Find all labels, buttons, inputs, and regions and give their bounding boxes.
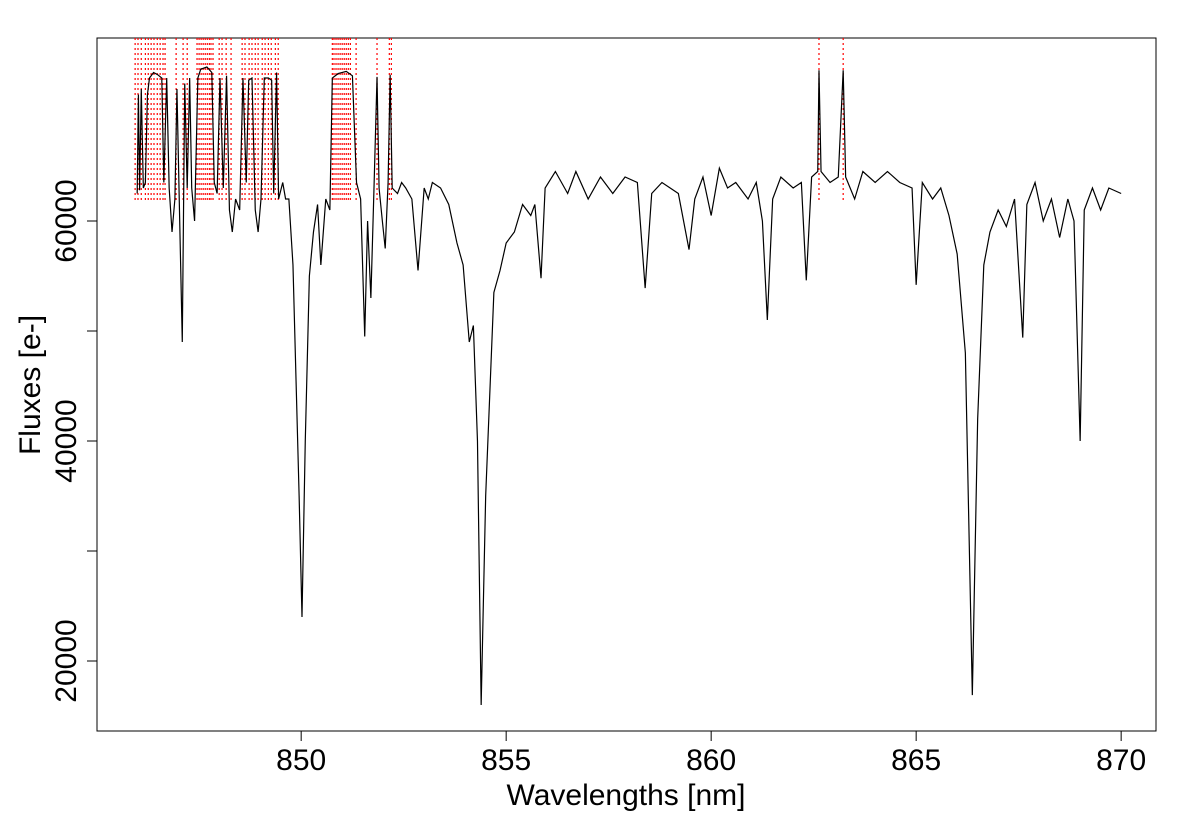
spectrum-line — [136, 66, 1122, 706]
x-tick-label: 870 — [1096, 744, 1146, 777]
y-axis-label: Fluxes [e-] — [14, 315, 47, 455]
y-tick-label: 60000 — [50, 179, 83, 262]
plot-box — [96, 37, 1157, 732]
x-tick-label: 865 — [891, 744, 941, 777]
x-tick-label: 860 — [686, 744, 736, 777]
y-tick-label: 20000 — [50, 619, 83, 702]
y-tick-label: 40000 — [50, 399, 83, 482]
x-tick-label: 850 — [276, 744, 326, 777]
x-axis-label: Wavelengths [nm] — [507, 779, 746, 812]
x-tick-label: 855 — [481, 744, 531, 777]
